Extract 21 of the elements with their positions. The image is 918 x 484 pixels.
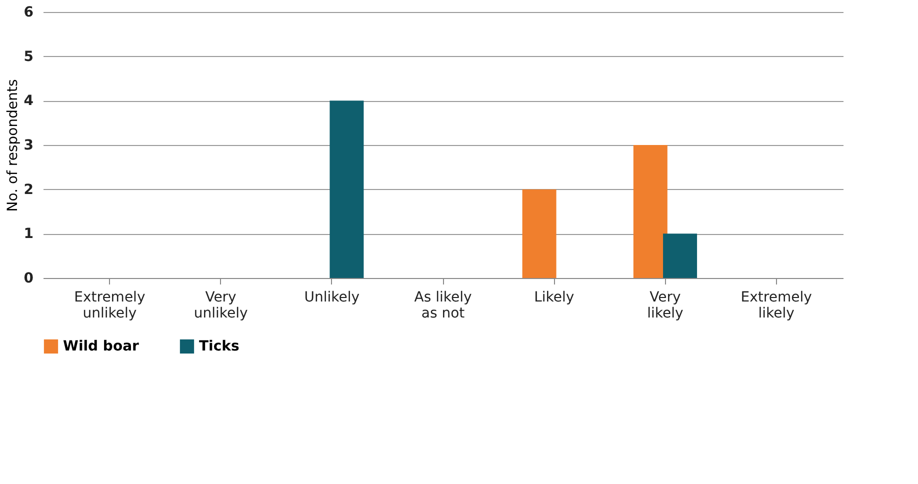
y-tick-label: 4 — [24, 93, 34, 110]
y-tick-label: 1 — [24, 226, 34, 242]
x-tick-label: Unlikely — [304, 290, 360, 306]
y-tick-label: 3 — [24, 138, 34, 154]
x-tick-label: As likely as not — [414, 290, 472, 322]
y-tick-label: 2 — [24, 182, 34, 198]
x-tick-label: Very unlikely — [194, 290, 248, 322]
x-tick-label: Extremely unlikely — [74, 290, 146, 322]
y-axis-title: No. of respondents — [4, 79, 21, 212]
bar — [663, 234, 698, 278]
bar — [633, 145, 668, 278]
y-tick-label: 0 — [24, 270, 34, 286]
x-tick-label: Extremely likely — [740, 290, 812, 322]
bar — [330, 100, 364, 278]
legend-label: Wild boar — [63, 338, 140, 354]
x-tick-label: Very likely — [647, 290, 684, 322]
legend-label: Ticks — [199, 338, 240, 354]
y-tick-label: 5 — [24, 48, 34, 65]
y-tick-label: 6 — [24, 4, 34, 20]
x-tick-label: Likely — [534, 290, 574, 306]
bar — [522, 189, 556, 278]
